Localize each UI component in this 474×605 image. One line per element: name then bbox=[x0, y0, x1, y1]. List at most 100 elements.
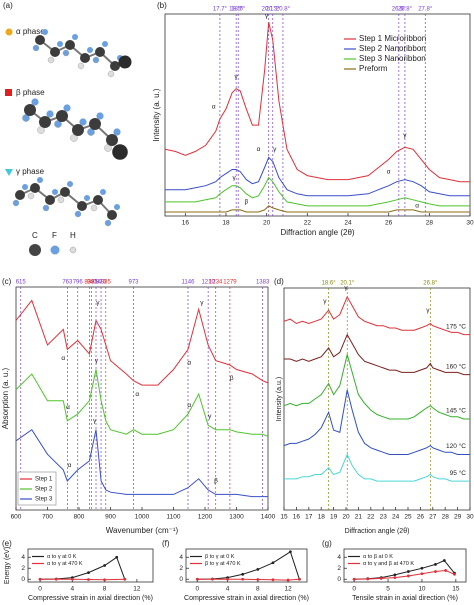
x-tick-label: 22 bbox=[304, 220, 312, 227]
point bbox=[271, 561, 275, 565]
peak-label: 615 bbox=[16, 280, 27, 286]
point bbox=[38, 577, 42, 581]
annotation: γ bbox=[93, 418, 97, 425]
beta-marker bbox=[5, 89, 12, 96]
x-tick-label: 0 bbox=[352, 586, 356, 593]
peak-label: 973 bbox=[128, 280, 139, 286]
point bbox=[123, 577, 127, 581]
point bbox=[115, 555, 119, 559]
peak-label: 26.8° bbox=[423, 281, 438, 287]
atom bbox=[87, 47, 93, 53]
x-tick-label: 23 bbox=[380, 514, 388, 521]
legend-label: Step 2 bbox=[35, 487, 53, 493]
atom bbox=[118, 55, 132, 69]
annotation: γ bbox=[235, 73, 239, 80]
phase-label: α phase bbox=[16, 27, 45, 36]
peak-label: 20.1° bbox=[340, 281, 355, 287]
panel-label: (f) bbox=[162, 539, 170, 548]
point bbox=[352, 577, 356, 581]
atom bbox=[57, 41, 63, 47]
atom bbox=[46, 110, 54, 118]
annotation: γ bbox=[426, 307, 430, 314]
series-line bbox=[197, 551, 300, 580]
point bbox=[286, 578, 290, 582]
series-line bbox=[165, 176, 470, 207]
series-line bbox=[197, 578, 300, 581]
annotation: γ bbox=[344, 285, 348, 292]
x-axis-title: Tensile strain in axial direction (%) bbox=[352, 595, 458, 602]
series-line bbox=[283, 389, 470, 455]
x-tick-label: 18 bbox=[222, 220, 230, 227]
x-tick-label: 12 bbox=[133, 586, 141, 593]
panel-label: (g) bbox=[322, 539, 332, 548]
x-tick-label: 21 bbox=[355, 514, 363, 521]
point bbox=[420, 572, 424, 576]
legend-label: Preform bbox=[359, 64, 388, 73]
x-axis-title: Diffraction angle (2θ) bbox=[280, 228, 354, 237]
atom bbox=[65, 40, 75, 50]
alpha-marker bbox=[5, 28, 13, 36]
x-tick-label: 26 bbox=[417, 514, 425, 521]
x-tick-label: 5 bbox=[386, 586, 390, 593]
annotation: α bbox=[61, 355, 65, 362]
atom bbox=[96, 112, 104, 120]
peak-label: 18.6° bbox=[322, 281, 337, 287]
atom bbox=[35, 35, 45, 45]
legend-label: α to γ and β at 470 K bbox=[363, 561, 414, 567]
series-label: 95 °C bbox=[450, 469, 467, 477]
panel-label: (d) bbox=[274, 277, 284, 286]
point bbox=[366, 577, 370, 581]
plot-frame bbox=[343, 548, 467, 583]
point bbox=[103, 578, 107, 582]
legend-label: Step 3 bbox=[35, 497, 53, 503]
point bbox=[434, 563, 437, 566]
point bbox=[444, 569, 448, 572]
legend-label: α to γ at 470 K bbox=[47, 561, 83, 567]
atom bbox=[72, 124, 84, 136]
atom-icon bbox=[69, 246, 77, 254]
annotation: α bbox=[257, 146, 261, 153]
atom bbox=[62, 49, 70, 57]
point bbox=[393, 576, 397, 579]
panel-label: (e) bbox=[2, 539, 12, 548]
x-tick-label: 1300 bbox=[229, 514, 244, 521]
x-tick-label: 30 bbox=[466, 514, 474, 521]
atom bbox=[32, 44, 40, 52]
legend-label: Step 2 Nanoribbon bbox=[359, 44, 426, 53]
annotation: α bbox=[68, 462, 72, 469]
element-label: F bbox=[52, 231, 57, 240]
atom bbox=[31, 98, 39, 106]
gamma-marker bbox=[5, 169, 13, 176]
annotation: γ bbox=[95, 357, 99, 364]
series-line bbox=[40, 578, 125, 581]
point bbox=[288, 550, 292, 554]
y-axis-title: Absorption (a. u.) bbox=[1, 367, 10, 429]
annotation: α bbox=[66, 404, 70, 411]
peak-label: 763 bbox=[62, 280, 73, 286]
annotation: α bbox=[415, 203, 419, 210]
peak-label: 796 bbox=[73, 280, 84, 286]
peak-label: 1146 bbox=[182, 280, 196, 286]
x-tick-label: 0 bbox=[38, 586, 42, 593]
series-label: 160 °C bbox=[446, 362, 466, 370]
atom bbox=[30, 183, 40, 193]
peak-label: 26.5° bbox=[392, 7, 407, 13]
peak-label: 1279 bbox=[223, 280, 237, 286]
series-label: 175 °C bbox=[446, 322, 466, 330]
point bbox=[256, 578, 260, 581]
annotation: α bbox=[187, 402, 191, 409]
atom bbox=[102, 41, 108, 47]
atom bbox=[100, 189, 106, 195]
x-tick-label: 1200 bbox=[198, 514, 213, 521]
y-tick-label: 2 bbox=[21, 565, 25, 572]
x-tick-label: 1400 bbox=[261, 514, 276, 521]
point bbox=[298, 577, 301, 581]
atom bbox=[107, 70, 115, 78]
annotation: α bbox=[187, 360, 191, 367]
atom bbox=[27, 192, 35, 200]
x-axis-title: Compressive strain in axial direction (%… bbox=[184, 595, 309, 602]
atom bbox=[63, 104, 71, 112]
atom-icon bbox=[29, 244, 41, 256]
atom bbox=[80, 53, 90, 63]
